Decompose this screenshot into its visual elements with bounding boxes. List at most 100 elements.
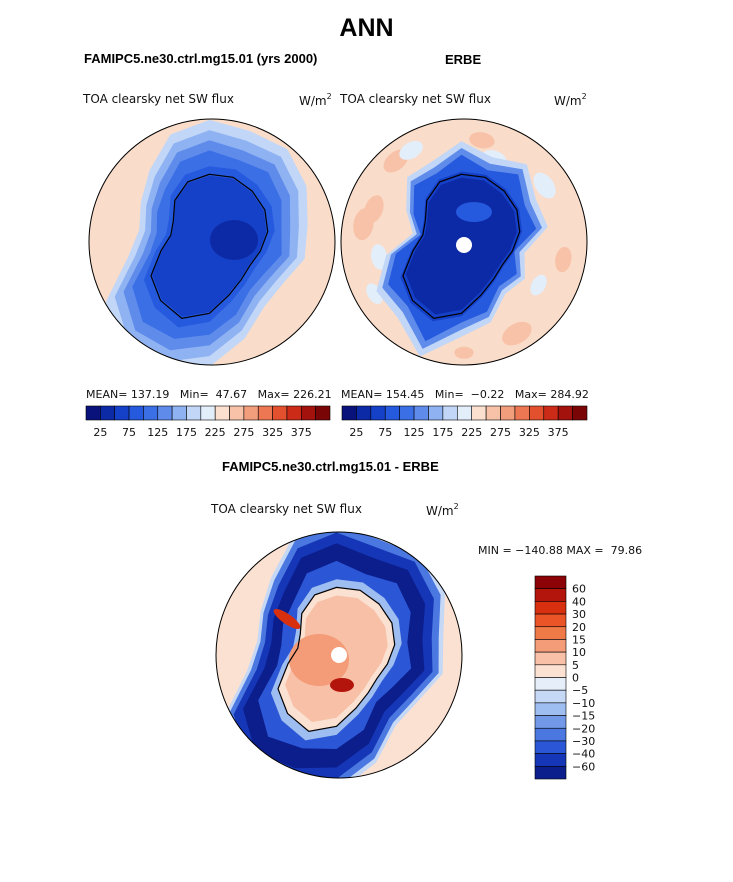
left-panel-header: FAMIPC5.ne30.ctrl.mg15.01 (yrs 2000) [84,51,318,66]
diff-variable-title: TOA clearsky net SW flux [211,502,362,516]
left-colorbar-swatch [157,405,173,421]
right-patch [530,274,547,296]
diff-colorbar-tick: −5 [572,684,588,697]
right-patch [555,246,572,273]
left-coastline [150,173,269,319]
left-colorbar-swatch [128,405,144,421]
right-mean-value: 154.45 [385,388,425,401]
left-colorbar-swatch [243,405,259,421]
left-colorbar-tick: 175 [176,426,197,439]
right-min-value: −0.22 [470,388,505,401]
right-max-label: Max= [514,388,547,401]
diff-colorbar-swatch [534,651,567,666]
right-colorbar-swatch [543,405,559,421]
units-base: W/m [426,504,454,518]
diff-colorbar-swatch [534,601,567,615]
left-colorbar-tick: 25 [93,426,107,439]
diff-colorbar-tick: −30 [572,735,595,748]
right-colorbar-tick: 25 [349,426,363,439]
left-units: W/m2 [299,92,332,108]
right-colorbar-swatch [341,405,357,421]
right-map [340,118,588,366]
right-mean-label: MEAN= [341,388,383,401]
diff-colorbar-tick: 0 [572,672,579,685]
diff-colorbar-swatch [534,639,567,653]
diff-colorbar-tick: −40 [572,748,595,761]
right-colorbar-swatch [529,405,545,421]
left-mean-label: MEAN= [86,388,128,401]
diff-colorbar-swatch [534,727,567,742]
right-max-value: 284.92 [550,388,589,401]
diff-colorbar-tick: −20 [572,722,595,735]
left-plateau [210,220,258,260]
diff-colorbar-swatch [534,766,567,780]
right-colorbar-swatch [384,405,400,421]
units-exponent: 2 [581,92,587,101]
right-colorbar-swatch [485,405,501,421]
right-patch [371,244,388,270]
diff-colorbar-swatch [534,702,567,716]
diff-polar-hole [331,647,347,663]
figure-title: ANN [339,14,394,42]
diff-colorbar-swatch [534,740,567,754]
diff-colorbar-tick: 5 [572,659,579,672]
left-min-label: Min= [179,388,209,401]
left-colorbar-tick: 125 [147,426,168,439]
right-colorbar-tick: 225 [461,426,482,439]
right-colorbar: 25 75 125 175 225 275 325 375 [341,405,588,439]
right-colorbar-swatch [399,405,415,421]
left-colorbar-tick: 275 [233,426,254,439]
left-map [88,118,336,366]
left-band-ice [152,175,267,317]
diff-colorbar-swatch [534,664,567,678]
right-patch [454,346,474,359]
right-colorbar-tick: 375 [548,426,569,439]
left-colorbar-swatch [85,405,101,421]
diff-colorbar-tick: 20 [572,621,586,634]
diff-colorbar-swatch [534,715,567,729]
diff-colorbar-tick: 15 [572,633,586,646]
right-colorbar-tick: 325 [519,426,540,439]
right-colorbar-swatch [413,405,429,421]
left-colorbar-tick: 75 [122,426,136,439]
right-colorbar-swatch [471,405,487,421]
units-exponent: 2 [453,502,459,511]
diff-map-border [215,531,463,779]
right-colorbar-swatch [456,405,473,421]
left-max-label: Max= [257,388,290,401]
left-colorbar-swatch [272,405,288,421]
left-colorbar-swatch [200,405,216,421]
right-units: W/m2 [554,92,587,108]
left-colorbar: 25 75 125 175 225 275 325 375 [85,405,331,439]
right-patch [364,195,384,224]
diff-colorbar-tick: −15 [572,710,595,723]
right-patch [533,172,556,199]
right-colorbar-swatch [442,405,458,421]
diff-hotspot [330,678,354,692]
diff-minmax: MIN = −140.88 MAX = 79.86 [478,544,643,557]
diff-coastline [277,586,396,732]
right-colorbar-swatch [557,405,573,421]
right-patch [399,140,423,160]
left-colorbar-swatch [214,405,230,421]
left-variable-title: TOA clearsky net SW flux [83,92,234,106]
left-mean-value: 137.19 [130,388,170,401]
right-ridge [456,202,492,222]
right-patch [469,132,495,149]
right-colorbar-swatch [370,405,386,421]
right-panel-header: ERBE [445,52,482,67]
diff-colorbar-swatch [534,613,567,628]
left-colorbar-swatch [186,405,202,421]
right-colorbar-swatch [572,405,588,421]
diff-colorbar-tick: 10 [572,646,586,659]
diff-colorbar-swatch [534,753,567,767]
left-colorbar-swatch [143,405,159,421]
left-map-border [88,118,336,366]
right-colorbar-swatch [356,405,372,421]
right-colorbar-swatch [514,405,530,421]
diff-units: W/m2 [426,502,459,518]
diff-warm-core [289,634,349,686]
right-colorbar-tick: 275 [490,426,511,439]
